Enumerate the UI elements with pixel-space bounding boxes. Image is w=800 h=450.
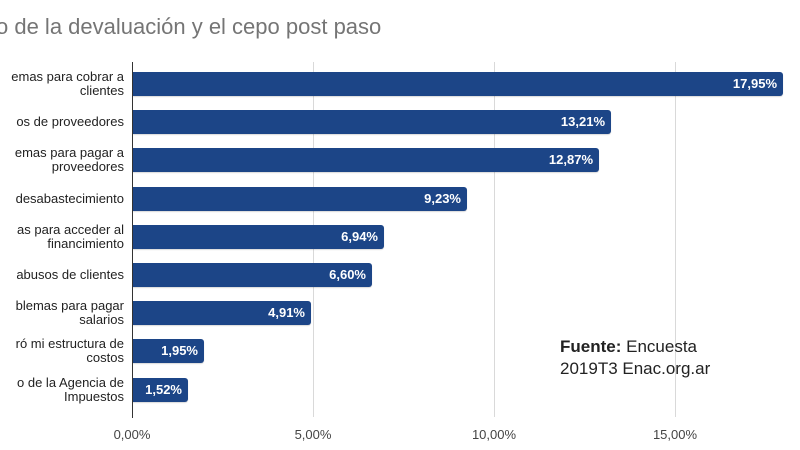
category-label: desabastecimiento (15, 191, 124, 206)
category-label: emas para pagar a proveedores (14, 145, 124, 174)
bar-value-label: 17,95% (732, 76, 777, 91)
bar-value-label: 1,52% (145, 382, 182, 397)
bar[interactable]: 13,21% (133, 110, 611, 134)
bar-value-label: 12,87% (548, 152, 593, 167)
gridline (494, 62, 495, 417)
bar[interactable]: 6,60% (133, 263, 372, 287)
category-label: os de proveedores (16, 114, 124, 129)
source-label: Fuente: (560, 337, 622, 356)
source-text-2: 2019T3 Enac.org.ar (560, 359, 711, 378)
x-tick-label: 10,00% (471, 427, 517, 442)
category-label: as para acceder al financimiento (17, 222, 124, 251)
bar-value-label: 9,23% (424, 191, 461, 206)
y-axis-line (132, 62, 133, 418)
bar[interactable]: 6,94% (133, 225, 384, 249)
bar[interactable]: 1,52% (133, 378, 188, 402)
bar-value-label: 4,91% (268, 305, 305, 320)
bar[interactable]: 4,91% (133, 301, 311, 325)
category-label: o de la Agencia de Impuestos (17, 375, 124, 404)
x-tick-label: 5,00% (294, 427, 332, 442)
category-label: blemas para pagar salarios (15, 298, 124, 327)
bar-value-label: 6,60% (329, 267, 366, 282)
bar-value-label: 13,21% (560, 114, 605, 129)
bar[interactable]: 12,87% (133, 148, 599, 172)
bar[interactable]: 9,23% (133, 187, 467, 211)
category-label: abusos de clientes (16, 267, 124, 282)
chart-title: o de la devaluación y el cepo post paso (0, 14, 382, 39)
bar-value-label: 6,94% (341, 229, 378, 244)
source-annotation: Fuente: Encuesta 2019T3 Enac.org.ar (560, 336, 710, 380)
bar[interactable]: 17,95% (133, 72, 783, 96)
bar[interactable]: 1,95% (133, 339, 204, 363)
category-label: emas para cobrar a clientes (11, 69, 124, 98)
x-tick-label: 0,00% (113, 427, 151, 442)
x-tick-label: 15,00% (652, 427, 698, 442)
gridline (675, 62, 676, 417)
source-text-1: Encuesta (621, 337, 697, 356)
category-label: ró mi estructura de costos (15, 336, 124, 365)
bar-value-label: 1,95% (161, 343, 198, 358)
